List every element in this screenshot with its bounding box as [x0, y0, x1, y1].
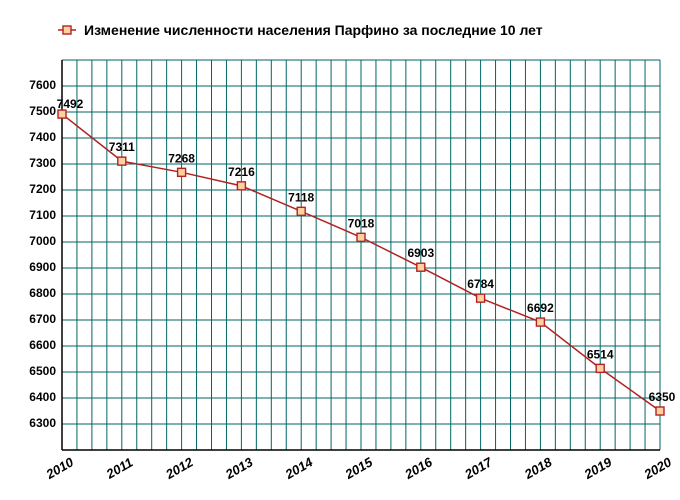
data-marker [656, 407, 664, 415]
y-tick-label: 6500 [29, 364, 56, 378]
y-tick-label: 7300 [29, 156, 56, 170]
legend-label: Изменение численности населения Парфино … [84, 22, 543, 38]
data-label: 7492 [57, 97, 84, 111]
y-tick-label: 6700 [29, 312, 56, 326]
data-marker [178, 168, 186, 176]
y-tick-label: 7100 [29, 208, 56, 222]
grid [62, 60, 660, 450]
data-marker [118, 157, 126, 165]
y-tick-label: 6300 [29, 416, 56, 430]
data-label: 6514 [587, 347, 614, 361]
population-chart: 6300 6400 6500 6600 6700 6800 6900 7000 7100 7200… [0, 0, 680, 500]
data-marker [477, 294, 485, 302]
y-tick-label: 7200 [29, 182, 56, 196]
y-tick-label: 6900 [29, 260, 56, 274]
data-marker [596, 364, 604, 372]
data-label: 6350 [649, 390, 676, 404]
legend-marker-icon [63, 26, 71, 34]
y-tick-label: 7000 [29, 234, 56, 248]
y-tick-label: 6400 [29, 390, 56, 404]
legend: Изменение численности населения Парфино … [58, 22, 543, 38]
data-label: 6903 [407, 246, 434, 260]
data-label: 7268 [168, 151, 195, 165]
data-label: 7018 [348, 216, 375, 230]
data-marker [417, 263, 425, 271]
data-label: 7216 [228, 165, 255, 179]
data-marker [237, 182, 245, 190]
y-tick-label: 6600 [29, 338, 56, 352]
data-label: 7311 [109, 140, 135, 154]
y-tick-label: 7500 [29, 104, 56, 118]
y-tick-label: 7600 [29, 78, 56, 92]
data-marker [357, 233, 365, 241]
data-label: 6784 [467, 277, 494, 291]
data-marker [58, 110, 66, 118]
data-marker [536, 318, 544, 326]
y-tick-label: 7400 [29, 130, 56, 144]
y-tick-label: 6800 [29, 286, 56, 300]
chart-svg: 6300 6400 6500 6600 6700 6800 6900 7000 7100 7200… [0, 0, 680, 500]
data-marker [297, 207, 305, 215]
data-label: 6692 [527, 301, 554, 315]
data-label: 7118 [288, 190, 314, 204]
